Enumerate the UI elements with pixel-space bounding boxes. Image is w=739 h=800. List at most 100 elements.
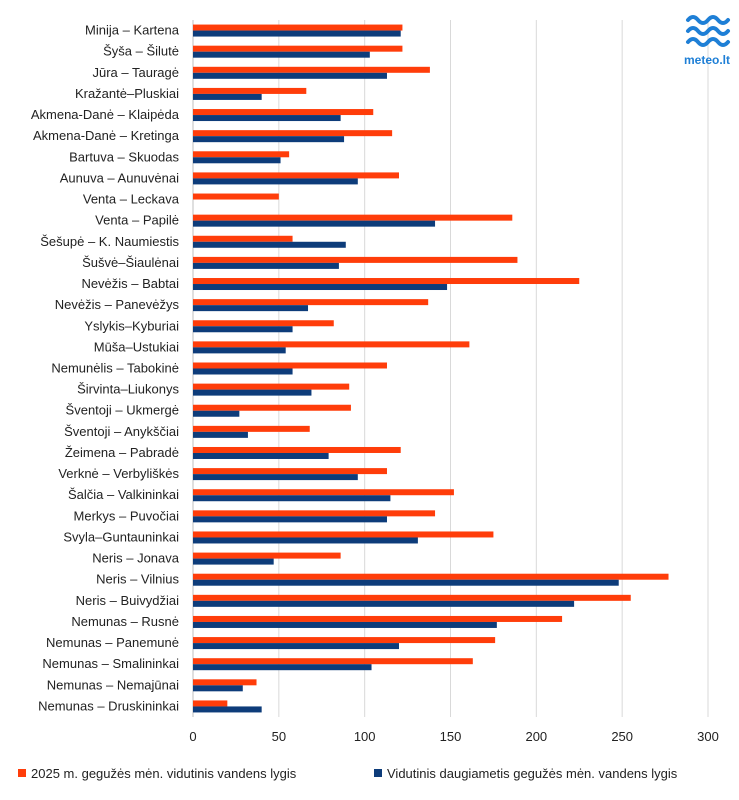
bar-series-2 <box>193 220 436 227</box>
bar-series-2 <box>193 664 372 671</box>
bar-series-1 <box>193 172 399 179</box>
bar-series-1 <box>193 446 401 453</box>
category-label: Šešupė – K. Naumiestis <box>40 234 179 249</box>
bar-series-2 <box>193 643 399 650</box>
category-label: Akmena-Danė – Klaipėda <box>31 107 180 122</box>
bar-series-1 <box>193 573 669 580</box>
bar-series-2 <box>193 30 401 37</box>
bar-series-2 <box>193 51 370 58</box>
category-label: Minija – Kartena <box>85 23 180 38</box>
bar-series-1 <box>193 594 631 601</box>
bar-series-2 <box>193 93 262 100</box>
bar-series-2 <box>193 685 243 692</box>
bar-series-1 <box>193 425 310 432</box>
bar-series-2 <box>193 284 448 291</box>
bar-series-2 <box>193 706 262 713</box>
bar-series-1 <box>193 66 430 73</box>
bar-series-2 <box>193 600 575 607</box>
category-label: Neris – Jonava <box>92 551 179 566</box>
bar-series-2 <box>193 474 358 481</box>
x-tick-label: 50 <box>272 729 286 744</box>
bar-series-1 <box>193 278 580 285</box>
category-label: Šyša – Šilutė <box>103 44 179 59</box>
x-tick-label: 0 <box>189 729 196 744</box>
bar-series-1 <box>193 320 334 327</box>
category-label: Mūša–Ustukiai <box>94 339 179 354</box>
bar-series-2 <box>193 157 281 164</box>
category-label: Kražantė–Pluskiai <box>75 86 179 101</box>
bar-series-2 <box>193 558 274 565</box>
bar-series-2 <box>193 389 312 396</box>
category-label: Merkys – Puvočiai <box>74 508 180 523</box>
bar-series-1 <box>193 552 341 559</box>
category-label: Nevėžis – Panevėžys <box>55 297 180 312</box>
bars <box>193 24 669 713</box>
bar-series-1 <box>193 362 387 369</box>
bar-series-1 <box>193 24 403 31</box>
bar-series-1 <box>193 109 374 116</box>
category-label: Šventoji – Ukmergė <box>66 403 179 418</box>
bar-series-1 <box>193 256 518 263</box>
bar-series-1 <box>193 45 403 52</box>
legend: 2025 m. gegužės mėn. vidutinis vandens l… <box>18 766 678 781</box>
category-label: Neris – Buivydžiai <box>76 593 179 608</box>
bar-series-2 <box>193 579 619 586</box>
category-label: Svyla–Guntauninkai <box>63 529 179 544</box>
bar-series-1 <box>193 299 429 306</box>
bar-series-2 <box>193 136 345 143</box>
bar-series-1 <box>193 193 279 200</box>
category-label: Verknė – Verbyliškės <box>58 466 179 481</box>
bar-series-1 <box>193 404 351 411</box>
bar-series-1 <box>193 637 496 644</box>
category-label: Nemunas – Nemajūnai <box>47 677 179 692</box>
meteo-logo: meteo.lt <box>684 15 730 67</box>
category-label: Jūra – Tauragė <box>93 65 180 80</box>
legend-swatch <box>18 769 26 777</box>
bar-series-1 <box>193 700 228 707</box>
bar-series-1 <box>193 151 290 158</box>
bar-series-2 <box>193 495 391 502</box>
bar-series-2 <box>193 516 387 523</box>
category-label: Nemunas – Rusnė <box>71 614 179 629</box>
bar-series-2 <box>193 115 341 122</box>
x-tick-labels: 0 50 100 150 200 250 300 <box>189 729 718 744</box>
category-label: Šušvė–Šiaulėnai <box>82 255 179 270</box>
bar-series-2 <box>193 368 293 375</box>
category-labels: Minija – Kartena Šyša – Šilutė Jūra – Taur… <box>31 23 180 714</box>
category-label: Venta – Papilė <box>95 213 179 228</box>
category-label: Nemunas – Druskininkai <box>38 698 179 713</box>
bar-series-2 <box>193 262 339 269</box>
bar-series-2 <box>193 410 240 417</box>
bar-series-2 <box>193 178 358 185</box>
x-tick-label: 150 <box>440 729 462 744</box>
bar-series-2 <box>193 326 293 333</box>
bar-series-2 <box>193 347 286 354</box>
category-label: Šalčia – Valkininkai <box>68 487 179 502</box>
bar-series-2 <box>193 621 497 628</box>
bar-series-1 <box>193 510 436 517</box>
bar-series-2 <box>193 241 346 248</box>
bar-series-2 <box>193 305 309 312</box>
category-label: Yslykis–Kyburiai <box>84 318 179 333</box>
category-label: Aunuva – Aunuvėnai <box>60 170 179 185</box>
bar-series-1 <box>193 615 563 622</box>
category-label: Nemunėlis – Tabokinė <box>51 361 179 376</box>
bar-series-1 <box>193 383 350 390</box>
bar-series-1 <box>193 341 470 348</box>
bar-series-1 <box>193 235 293 242</box>
category-label: Neris – Vilnius <box>96 572 179 587</box>
bar-series-1 <box>193 489 454 496</box>
category-label: Venta – Leckava <box>83 192 180 207</box>
bar-series-2 <box>193 431 248 438</box>
x-tick-label: 100 <box>354 729 376 744</box>
category-label: Širvinta–Liukonys <box>77 382 179 397</box>
logo-text: meteo.lt <box>684 53 730 67</box>
bar-series-2 <box>193 72 387 79</box>
legend-label: Vidutinis daugiametis gegužės mėn. vande… <box>387 766 678 781</box>
x-tick-label: 200 <box>525 729 547 744</box>
bar-series-1 <box>193 531 494 538</box>
category-label: Šventoji – Anykščiai <box>64 424 179 439</box>
category-label: Žeimena – Pabradė <box>65 445 179 460</box>
legend-label: 2025 m. gegužės mėn. vidutinis vandens l… <box>31 766 297 781</box>
